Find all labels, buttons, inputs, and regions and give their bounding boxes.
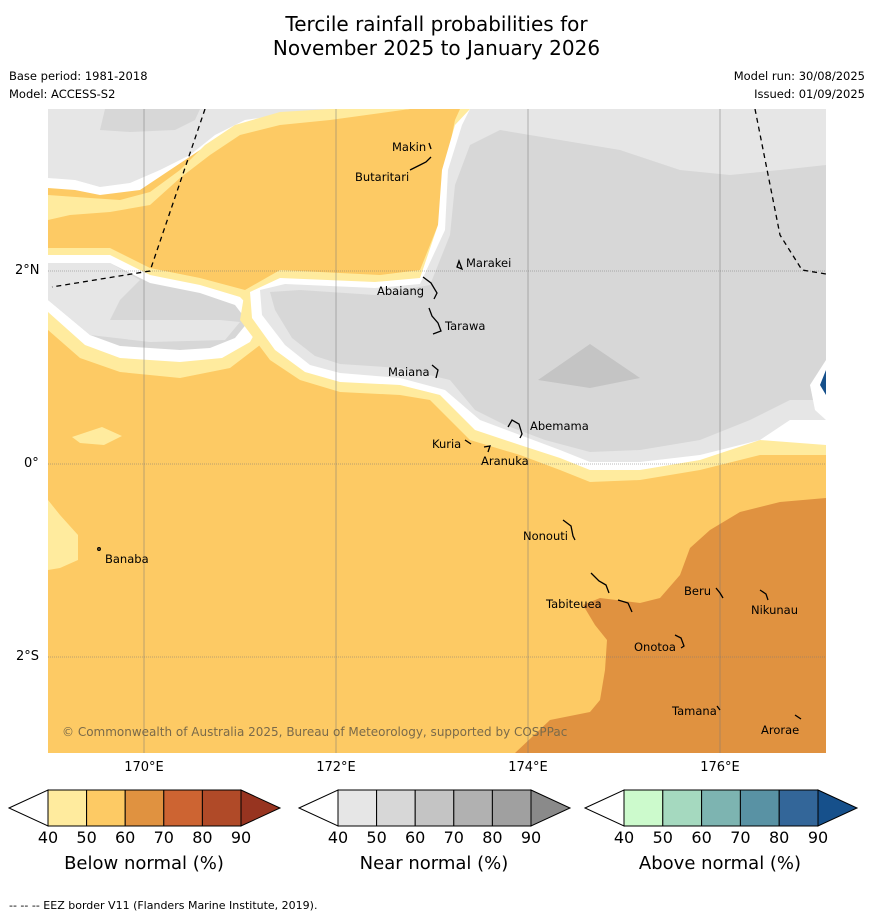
cbar-above-tick-90: 90 [807, 828, 829, 847]
place-label-tarawa: Tarawa [444, 319, 485, 333]
title-line-2: November 2025 to January 2026 [272, 36, 601, 60]
place-label-marakei: Marakei [466, 256, 511, 270]
cbar-below-tick-70: 70 [153, 828, 174, 847]
meta-left: Base period: 1981-2018 Model: ACCESS-S2 [9, 67, 148, 103]
near-right-white-edge [810, 360, 826, 420]
place-label-makin: Makin [392, 140, 426, 154]
place-label-onotoa: Onotoa [634, 640, 676, 654]
cbar-near-title: Near normal (%) [359, 853, 509, 874]
eez-footer-note: -- -- -- EEZ border V11 (Flanders Marine… [9, 899, 318, 912]
model-run: Model run: 30/08/2025 [733, 69, 865, 83]
place-label-kuria: Kuria [432, 437, 461, 451]
meta-right: Model run: 30/08/2025 Issued: 01/09/2025 [734, 67, 865, 103]
cbar-above-tick-50: 50 [652, 828, 673, 847]
lon-label-176e: 176°E [700, 760, 740, 775]
place-label-abemama: Abemama [530, 419, 589, 433]
chart-title: Tercile rainfall probabilities for Novem… [0, 12, 873, 60]
near-top-left-dark [100, 109, 200, 132]
place-label-aranuka: Aranuka [481, 454, 529, 468]
lon-label-170e: 170°E [124, 760, 164, 775]
colorbar-below [7, 789, 282, 827]
cbar-above-tick-80: 80 [769, 828, 790, 847]
model-name: Model: ACCESS-S2 [9, 87, 116, 101]
cbar-below-title: Below normal (%) [64, 853, 224, 874]
base-period: Base period: 1981-2018 [9, 69, 148, 83]
cbar-above-tick-40: 40 [613, 828, 635, 847]
cbar-below-tick-90: 90 [230, 828, 252, 847]
place-label-butaritari: Butaritari [355, 170, 409, 184]
cbar-below-tick-60: 60 [115, 828, 136, 847]
cbar-below-tick-40: 40 [37, 828, 59, 847]
issued-date: Issued: 01/09/2025 [754, 87, 865, 101]
place-label-banaba: Banaba [105, 552, 149, 566]
cbar-below-tick-80: 80 [192, 828, 213, 847]
cbar-near-tick-70: 70 [443, 828, 464, 847]
near-left-light [48, 263, 240, 342]
colorbar-near [297, 789, 572, 827]
place-label-nikunau: Nikunau [751, 603, 798, 617]
near-right-darkblue [820, 370, 826, 395]
colorbar-above [583, 789, 859, 827]
cbar-below-tick-50: 50 [76, 828, 97, 847]
cbar-above-tick-70: 70 [730, 828, 751, 847]
place-label-arorae: Arorae [761, 723, 799, 737]
lat-label-0: 0° [24, 456, 39, 471]
cbar-above-tick-60: 60 [691, 828, 712, 847]
lon-label-174e: 174°E [508, 760, 548, 775]
cbar-near-tick-40: 40 [327, 828, 349, 847]
cbar-near-tick-60: 60 [405, 828, 426, 847]
title-line-1: Tercile rainfall probabilities for [285, 12, 588, 36]
eez-border [51, 109, 826, 288]
island-outlines [97, 142, 802, 720]
near-main-dark [538, 344, 640, 388]
lat-label-2n: 2°N [15, 263, 40, 278]
cbar-near-tick-50: 50 [366, 828, 387, 847]
place-label-tamana: Tamana [671, 704, 717, 718]
near-main-mid [270, 130, 826, 452]
lat-label-2s: 2°S [16, 649, 40, 664]
place-label-beru: Beru [684, 584, 711, 598]
lon-label-172e: 172°E [316, 760, 356, 775]
cbar-near-tick-80: 80 [482, 828, 503, 847]
place-label-nonouti: Nonouti [523, 529, 568, 543]
below-50-topleft [48, 109, 410, 220]
place-label-abaiang: Abaiang [377, 284, 424, 298]
place-label-tabiteuea: Tabiteuea [545, 597, 602, 611]
copyright-text: © Commonwealth of Australia 2025, Bureau… [62, 725, 567, 739]
grid-lines [48, 109, 826, 753]
cbar-near-tick-90: 90 [520, 828, 542, 847]
place-label-maiana: Maiana [388, 365, 430, 379]
below-50-patch-2 [48, 500, 78, 570]
below-70-southeast [515, 498, 826, 753]
below-50-patch-1 [72, 427, 122, 445]
cbar-above-title: Above normal (%) [638, 853, 802, 874]
